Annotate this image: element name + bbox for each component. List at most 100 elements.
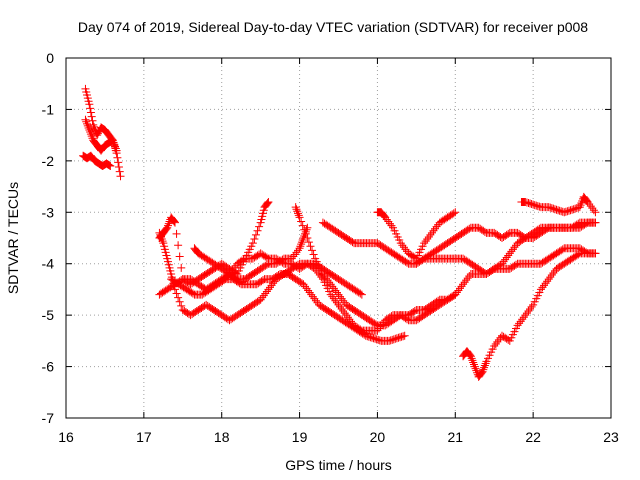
y-tick-label: -6 [42, 359, 55, 375]
x-tick-label: 18 [214, 429, 230, 445]
series-arc-b [81, 115, 121, 155]
data-point [82, 117, 91, 126]
data-point [308, 246, 317, 255]
data-point [465, 350, 474, 359]
data-point [310, 294, 319, 303]
data-point [250, 235, 259, 244]
data-point [258, 293, 267, 302]
data-point [265, 283, 274, 292]
data-point [549, 268, 558, 277]
data-point [527, 302, 536, 311]
data-point [513, 321, 522, 330]
data-point [399, 243, 408, 252]
data-point [340, 309, 349, 318]
data-point [577, 199, 586, 208]
data-point [161, 225, 170, 234]
data-point [297, 217, 306, 226]
data-point [585, 200, 594, 209]
data-point [83, 119, 92, 128]
data-point [478, 367, 487, 376]
data-point [329, 294, 338, 303]
data-point [156, 230, 165, 239]
data-point [294, 211, 303, 220]
data-point [519, 313, 528, 322]
data-point [331, 286, 340, 295]
data-point [498, 259, 506, 268]
data-point [385, 219, 394, 228]
data-point [297, 238, 306, 247]
data-point [114, 163, 123, 172]
data-point [524, 307, 533, 316]
data-point [320, 272, 329, 281]
series-arc-k [373, 208, 460, 263]
data-point [538, 283, 547, 292]
data-point [480, 363, 489, 372]
data-point [251, 230, 260, 239]
data-point [575, 203, 584, 212]
data-point [156, 232, 165, 241]
data-point [110, 140, 119, 149]
data-point [387, 221, 396, 230]
data-point [262, 287, 271, 296]
data-point [87, 112, 96, 121]
x-tick-label: 19 [292, 429, 308, 445]
data-point [591, 218, 600, 227]
data-point [332, 298, 341, 307]
data-point [87, 132, 96, 141]
data-point [322, 274, 331, 283]
data-point [302, 284, 311, 293]
x-tick-label: 21 [447, 429, 463, 445]
data-point [174, 241, 183, 250]
data-point [522, 309, 531, 318]
series-arc-e [155, 228, 460, 335]
data-point [470, 362, 479, 371]
x-axis-label: GPS time / hours [285, 457, 392, 473]
data-point [88, 116, 97, 125]
data-point [328, 282, 337, 291]
data-point [307, 290, 316, 299]
data-point [86, 130, 95, 139]
data-point [305, 288, 314, 297]
y-tick-label: -7 [42, 410, 55, 426]
data-point [269, 279, 278, 288]
data-point [510, 243, 519, 252]
data-point [540, 281, 549, 290]
data-point [84, 123, 93, 132]
data-point [460, 278, 469, 287]
data-point [420, 239, 429, 248]
data-series [79, 84, 600, 381]
data-point [451, 208, 460, 217]
data-point [155, 228, 164, 237]
data-point [158, 237, 167, 246]
data-point [171, 218, 179, 227]
data-point [104, 160, 113, 169]
data-point [508, 245, 517, 254]
data-point [163, 221, 172, 230]
data-point [326, 290, 335, 299]
data-point [591, 249, 600, 258]
data-point [544, 275, 553, 284]
x-tick-label: 16 [58, 429, 74, 445]
data-point [294, 209, 303, 218]
data-point [112, 146, 121, 155]
data-point [295, 213, 304, 222]
data-point [576, 201, 585, 210]
data-point [85, 100, 94, 109]
data-point [481, 359, 490, 368]
data-point [431, 224, 440, 233]
data-point [400, 331, 409, 340]
data-point [339, 307, 348, 316]
data-point [256, 295, 265, 304]
data-point [164, 219, 173, 228]
data-point [85, 126, 94, 134]
data-point [318, 270, 327, 278]
data-point [339, 296, 348, 305]
data-point [521, 311, 530, 320]
data-point [311, 296, 320, 305]
data-point [83, 121, 92, 130]
data-point [261, 289, 270, 298]
y-tick-label: -2 [42, 153, 55, 169]
data-point [469, 360, 478, 369]
data-point [328, 292, 337, 301]
data-point [457, 282, 466, 291]
